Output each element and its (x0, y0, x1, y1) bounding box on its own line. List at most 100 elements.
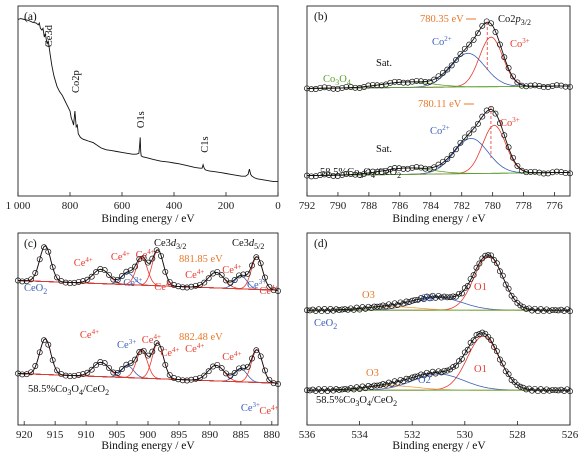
data-point (371, 303, 378, 310)
data-point (523, 169, 530, 176)
panel-d-plot (304, 252, 573, 395)
data-point (353, 304, 360, 311)
x-tick-label: 532 (404, 429, 421, 441)
panel-d-o3-top: O3 (362, 290, 375, 301)
panel-c-xlabel: Binding energy / eV (101, 440, 195, 452)
data-point (149, 348, 156, 355)
data-point (492, 29, 499, 35)
data-point (470, 36, 477, 43)
data-point (15, 370, 21, 377)
data-point (308, 173, 315, 180)
x-tick-label: 800 (62, 200, 79, 212)
data-point (62, 279, 69, 286)
data-point (253, 347, 260, 354)
data-point (508, 292, 515, 299)
data-point (365, 169, 372, 176)
data-point (431, 164, 438, 171)
data-point (374, 168, 381, 175)
data-point (377, 382, 384, 389)
panel-a-annotations: Ce3d Co2p O1s C1s (44, 24, 211, 153)
data-point (334, 85, 341, 92)
panel-a-xlabel: Binding energy / eV (101, 213, 195, 225)
data-point (517, 302, 524, 309)
data-point (71, 372, 78, 379)
panel-d-o3-bottom: O3 (366, 368, 379, 379)
data-point (339, 386, 346, 393)
x-tick-label: 530 (457, 429, 474, 441)
data-point (534, 308, 541, 315)
data-point (114, 277, 121, 283)
panel-d-o1-bottom: O1 (474, 364, 487, 375)
data-point (325, 171, 332, 178)
data-point (529, 387, 535, 394)
data-point (418, 371, 424, 378)
data-point (457, 139, 464, 146)
data-point (304, 307, 310, 314)
data-point (523, 83, 530, 90)
data-point (343, 83, 350, 90)
fit-component-line (307, 255, 570, 311)
data-point (201, 279, 208, 286)
data-point (58, 371, 65, 378)
ce-state-label: Ce4+ (111, 250, 130, 263)
data-point (536, 169, 543, 176)
ce-state-label: Ce4+ (80, 328, 99, 341)
data-point (205, 275, 212, 282)
data-point (342, 306, 348, 313)
data-point (158, 252, 164, 259)
data-point (330, 85, 337, 92)
x-tick-label: 905 (109, 429, 126, 441)
data-point (527, 82, 534, 89)
data-point (45, 248, 52, 255)
data-point (492, 110, 499, 117)
x-tick-label: 782 (453, 200, 470, 212)
data-point (473, 332, 480, 338)
data-point (149, 255, 156, 262)
data-point (415, 373, 421, 380)
data-point (561, 387, 568, 394)
data-point (262, 367, 268, 374)
x-tick-label: 776 (546, 200, 563, 212)
survey-annotation: Co2p (71, 70, 82, 93)
data-point (438, 294, 445, 301)
panel-c-xticks: 920 915 910 905 900 895 890 885 880 (16, 421, 281, 441)
data-point (36, 256, 43, 263)
data-point (448, 62, 455, 69)
panel-d-o2-top: O2 (421, 293, 434, 304)
data-point (415, 296, 421, 303)
panel-b-label: (b) (314, 11, 328, 23)
data-point (227, 279, 234, 286)
data-point (391, 300, 398, 307)
data-point (518, 167, 525, 174)
data-point (432, 294, 439, 301)
data-point (97, 359, 104, 365)
ce-state-label: Ce4+ (142, 333, 161, 346)
data-point (552, 307, 559, 314)
data-point (365, 82, 372, 89)
data-point (336, 307, 343, 313)
data-point (409, 297, 416, 304)
data-point (368, 304, 375, 311)
data-point (93, 269, 99, 276)
data-point (45, 341, 52, 348)
x-tick-label: 915 (47, 429, 64, 441)
data-point (171, 375, 177, 381)
data-point (491, 343, 497, 350)
panel-b-co3-top: Co3+ (510, 37, 530, 50)
data-point (362, 385, 369, 392)
data-point (435, 292, 442, 299)
data-point (275, 381, 281, 387)
data-point (450, 364, 457, 371)
data-point (88, 273, 95, 280)
survey-annotation: C1s (200, 136, 211, 152)
data-point (28, 276, 34, 283)
ce-state-label: Ce3+ (117, 338, 136, 351)
data-point (546, 307, 553, 314)
x-tick-label: 792 (299, 200, 316, 212)
data-point (527, 168, 534, 175)
data-point (546, 387, 553, 394)
data-point (540, 170, 547, 177)
x-tick-label: 528 (509, 429, 526, 441)
data-point (236, 365, 242, 372)
data-point (453, 146, 459, 153)
